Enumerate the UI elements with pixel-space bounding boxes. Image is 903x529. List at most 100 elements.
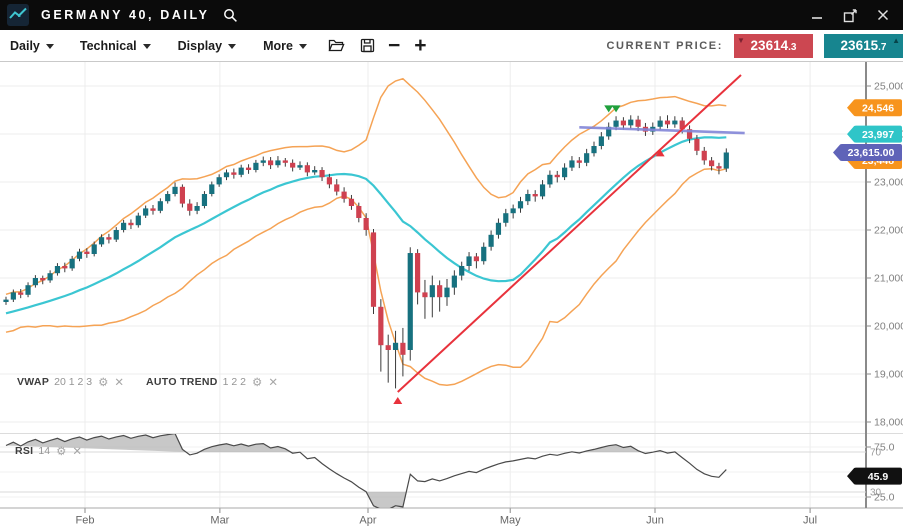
ask-price-decimal: .7 [878,41,887,53]
candle [268,160,274,166]
close-icon[interactable]: ✕ [72,446,83,458]
up-arrow-icon: ▲ [892,35,900,45]
current-price-label: CURRENT PRICE: [606,39,723,52]
menu-technical-label: Technical [79,38,137,53]
bid-price-decimal: .3 [788,41,797,53]
bid-price-badge: ▼ 23614.3 [734,33,813,58]
candle [260,160,266,163]
menu-technical[interactable]: Technical [80,39,151,53]
svg-text:Jun: Jun [646,515,664,527]
candle [444,287,450,298]
close-icon[interactable]: ✕ [114,377,125,389]
toolbar: Daily Technical Display More − + CURRENT… [0,30,903,62]
auto-trend-indicator-label: AUTO TREND [146,376,218,388]
candle [466,256,472,266]
candles-layer [3,115,729,389]
candle [253,162,259,170]
buy-signal-icon [393,397,403,405]
rsi-value-badge: 45.9 [847,467,902,485]
minimize-icon[interactable] [809,7,825,23]
chevron-down-icon [142,43,151,49]
candle [378,306,384,346]
folder-open-icon[interactable] [328,38,345,53]
candle [363,218,369,230]
candle [701,150,707,161]
candle [620,120,626,126]
candle [282,160,288,163]
candle [40,278,46,281]
close-icon[interactable]: ✕ [268,377,278,389]
chevron-down-icon [228,43,237,49]
candle [304,165,310,173]
candle [165,194,171,202]
save-icon[interactable] [360,38,375,53]
title-bar: GERMANY 40, DAILY [0,0,903,30]
candle [32,278,38,286]
search-icon[interactable] [223,8,238,23]
menu-daily[interactable]: Daily [10,39,54,53]
candle [84,251,90,254]
indicator-chips: VWAP 20 1 2 3 ⚙ ✕ AUTO TREND 1 2 2 ⚙ ✕ [17,375,278,389]
menu-display[interactable]: Display [177,38,237,53]
down-arrow-icon: ▼ [737,35,745,45]
candle [223,172,230,178]
vwap-line [5,136,727,315]
close-icon[interactable] [875,7,891,23]
candle [18,292,24,295]
menu-display-label: Display [177,38,223,53]
chart-canvas[interactable]: 25,00024,00023,00022,00021,00020,00019,0… [0,62,903,529]
candle [91,244,97,254]
zoom-out-button[interactable]: − [387,33,401,57]
svg-text:Apr: Apr [359,515,376,527]
candle [245,167,252,170]
candle [128,222,134,226]
candle [62,266,68,269]
buy-signal-icon [655,149,665,157]
auto-trend-line [397,74,742,393]
svg-text:25,000: 25,000 [874,81,903,93]
rsi-indicator-chip: RSI 14 ⚙ ✕ [15,444,82,458]
candle [525,194,531,202]
menu-daily-label: Daily [10,38,40,53]
candle [723,152,729,169]
menu-more-label: More [263,38,293,53]
svg-text:30: 30 [870,488,882,499]
bollinger-lower-band [5,168,727,387]
gear-icon[interactable]: ⚙ [252,377,263,389]
candle [598,136,604,146]
candle [297,165,303,168]
candle [686,129,693,139]
app-logo-icon [7,4,29,26]
popout-icon[interactable] [842,7,858,23]
svg-text:Feb: Feb [76,515,95,527]
price-level-badge: 23,615.00 [833,143,902,161]
candle [10,292,16,300]
candle [121,222,127,230]
candle [635,119,641,127]
svg-text:45.9: 45.9 [868,471,889,483]
candle [143,208,149,216]
rsi-extreme-fill [582,444,642,452]
candle [238,167,244,175]
candle [106,237,112,240]
price-level-badge: 23,997 [847,125,902,143]
candle [216,177,222,185]
gear-icon[interactable]: ⚙ [56,446,67,458]
menu-more[interactable]: More [263,39,307,53]
svg-text:May: May [500,515,521,527]
svg-text:20,000: 20,000 [874,321,903,333]
svg-text:75.0: 75.0 [874,442,895,454]
candle [694,138,700,151]
candle [606,126,612,137]
candle [150,208,156,211]
candle [495,222,502,235]
svg-text:23,615.00: 23,615.00 [848,147,895,159]
candle [628,119,634,126]
svg-text:18,000: 18,000 [874,417,903,429]
candle [679,120,685,130]
symbol-title: GERMANY 40, DAILY [41,8,210,22]
zoom-in-button[interactable]: + [414,33,427,57]
candle [194,206,200,211]
gear-icon[interactable]: ⚙ [98,377,109,389]
candle [98,237,105,245]
